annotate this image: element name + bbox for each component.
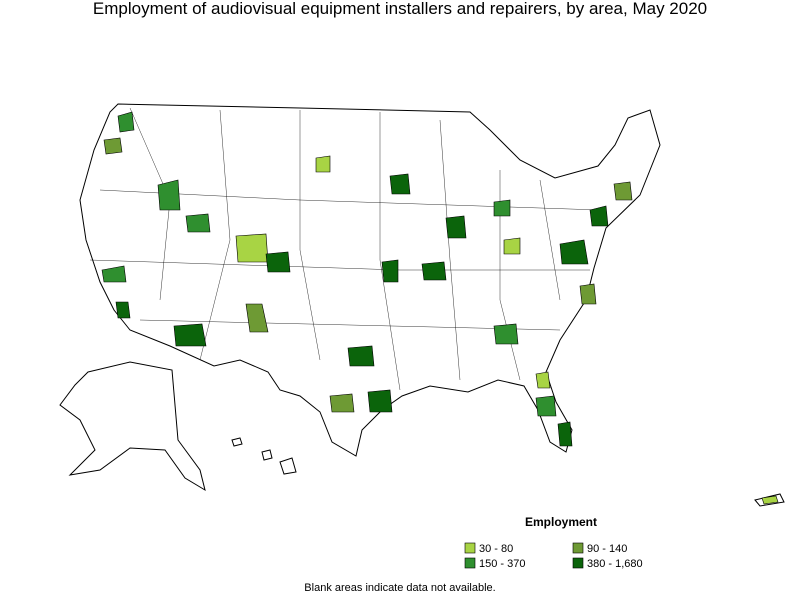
area (103, 137, 123, 155)
area (493, 323, 519, 345)
area (535, 371, 551, 389)
hawaii (279, 457, 297, 475)
legend-label: 380 - 1,680 (587, 558, 643, 570)
area (589, 205, 609, 227)
legend-swatch (572, 542, 584, 554)
area (117, 111, 135, 133)
legend: 30 - 80 90 - 140 150 - 370 380 - 1,680 (464, 542, 643, 570)
area (157, 179, 181, 211)
area (381, 259, 399, 283)
area (559, 239, 589, 265)
legend-title: Employment (525, 515, 597, 529)
area (315, 155, 331, 173)
legend-swatch (464, 542, 476, 554)
area (185, 213, 211, 233)
area (389, 173, 411, 195)
legend-swatch (464, 557, 476, 569)
hawaii (261, 449, 273, 461)
area (613, 181, 633, 201)
area (265, 251, 291, 273)
area (445, 215, 467, 239)
legend-label: 90 - 140 (587, 543, 627, 555)
data-areas (101, 111, 779, 505)
area (493, 199, 511, 217)
area (367, 389, 393, 413)
area (503, 237, 521, 255)
map-land (59, 103, 785, 507)
map-title: Employment of audiovisual equipment inst… (93, 0, 707, 18)
contiguous-us (79, 103, 661, 457)
hawaii (231, 437, 243, 447)
area (761, 495, 779, 505)
area (173, 323, 207, 347)
alaska (59, 361, 206, 492)
area (347, 345, 375, 367)
area (421, 261, 447, 281)
area (235, 233, 269, 263)
legend-label: 30 - 80 (479, 543, 513, 555)
footnote: Blank areas indicate data not available. (304, 582, 495, 594)
legend-swatch (572, 557, 584, 569)
area (557, 421, 573, 447)
area (101, 265, 127, 283)
area (329, 393, 355, 413)
area (535, 395, 557, 417)
area (579, 283, 597, 305)
area (115, 301, 131, 319)
legend-label: 150 - 370 (479, 558, 525, 570)
area (245, 303, 269, 333)
